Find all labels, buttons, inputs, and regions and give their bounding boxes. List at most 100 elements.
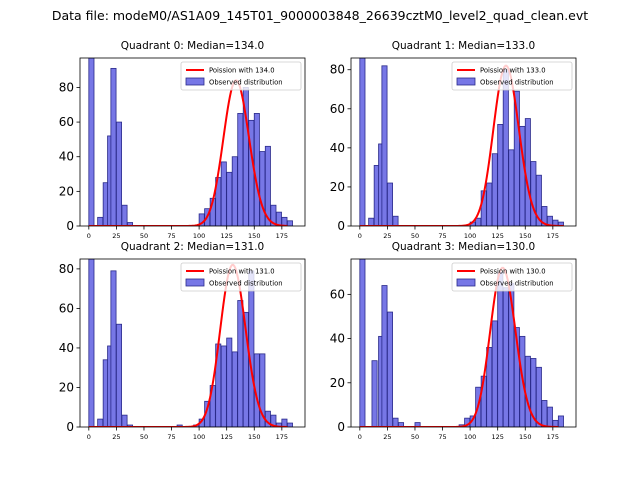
panel-quadrant-0: Quadrant 0: Median=134.0 0 25 50 75 100 125 150… (59, 40, 306, 240)
y-tick-label: 80 (59, 262, 74, 276)
panel-title: Quadrant 0: Median=134.0 (121, 40, 264, 52)
x-tick-label: 25 (112, 232, 120, 240)
histogram-bar (398, 422, 405, 427)
x-tick-label: 100 (193, 232, 205, 240)
histogram-bar (286, 422, 293, 427)
y-tick-label: 20 (330, 376, 345, 390)
histogram-bar (497, 271, 504, 427)
x-tick-label: 50 (411, 433, 419, 441)
legend-poisson-label: Poission with 131.0 (209, 268, 275, 276)
histogram-bar (502, 287, 509, 427)
legend-observed-label: Observed distribution (480, 79, 554, 87)
histogram-bar (97, 216, 104, 226)
y-tick-label: 0 (337, 420, 345, 434)
histogram-bar (121, 204, 128, 226)
histogram-bar (259, 151, 266, 226)
y-tick-label: 40 (330, 141, 345, 155)
x-tick-label: 100 (193, 433, 205, 441)
x-tick-label: 50 (140, 232, 148, 240)
histogram-bar (386, 311, 393, 427)
x-tick-label: 125 (491, 232, 503, 240)
histogram-bar (359, 58, 366, 226)
x-tick-label: 0 (87, 232, 91, 240)
x-tick-label: 50 (411, 232, 419, 240)
legend-poisson-label: Poission with 133.0 (480, 67, 546, 75)
histogram-bar (121, 414, 128, 427)
histogram-bar (530, 161, 537, 226)
y-tick-label: 20 (59, 184, 74, 198)
x-tick-label: 75 (438, 232, 446, 240)
histogram-bar (541, 400, 548, 427)
x-tick-label: 175 (276, 232, 288, 240)
axes-frame (79, 57, 306, 227)
panel-title: Quadrant 2: Median=131.0 (121, 241, 264, 253)
histogram-bar (557, 415, 564, 427)
histogram-bar (381, 285, 388, 427)
histogram-bar (497, 124, 504, 226)
x-tick-label: 25 (383, 433, 391, 441)
histogram-bar (392, 417, 399, 427)
histogram-bar (281, 418, 288, 427)
histogram-bar (231, 156, 238, 226)
x-tick-label: 125 (491, 433, 503, 441)
legend-observed-label: Observed distribution (480, 280, 554, 288)
histogram-bar (491, 320, 498, 427)
y-tick-label: 80 (59, 80, 74, 94)
histogram-bar (115, 323, 122, 427)
legend-box (451, 61, 573, 91)
x-tick-label: 75 (167, 232, 175, 240)
histogram-bar (475, 217, 482, 226)
histogram-bar (286, 220, 293, 226)
y-tick-label: 40 (330, 332, 345, 346)
y-tick-label: 0 (337, 219, 345, 233)
x-tick-label: 100 (464, 232, 476, 240)
x-tick-label: 25 (112, 433, 120, 441)
x-tick-label: 25 (383, 232, 391, 240)
histogram-bar (231, 351, 238, 427)
y-tick-label: 0 (66, 219, 74, 233)
x-tick-label: 75 (438, 433, 446, 441)
histogram-bar (486, 182, 493, 226)
legend-observed-swatch (456, 278, 476, 287)
x-tick-label: 100 (464, 433, 476, 441)
panel-quadrant-2: Quadrant 2: Median=131.0 0 25 50 75 100 125 150… (59, 241, 306, 441)
histogram-bar (264, 145, 271, 226)
histogram-bar (226, 337, 233, 427)
histogram-bar (110, 67, 117, 226)
panel-quadrant-1: Quadrant 1: Median=133.0 0 25 50 75 100 125 150… (330, 40, 577, 240)
x-tick-label: 125 (220, 433, 232, 441)
legend-poisson-label: Poission with 134.0 (209, 67, 275, 75)
legend-box (180, 262, 302, 292)
histogram-bar (110, 270, 117, 427)
histogram-bar (248, 270, 255, 427)
histogram-bar (414, 422, 421, 427)
figure-suptitle: Data file: modeM0/AS1A09_145T01_90000038… (52, 8, 588, 23)
legend-box (451, 262, 573, 292)
histogram-bar (226, 171, 233, 226)
x-tick-label: 150 (248, 232, 260, 240)
histogram-bar (97, 418, 104, 427)
y-tick-label: 0 (66, 420, 74, 434)
panel-title: Quadrant 1: Median=133.0 (392, 40, 535, 52)
y-tick-label: 40 (59, 150, 74, 164)
histogram-bar (253, 113, 260, 226)
legend: Poission with 131.0 Observed distribution (180, 262, 302, 292)
y-tick-label: 20 (59, 380, 74, 394)
histogram-bar (386, 182, 393, 226)
legend-observed-swatch (185, 278, 205, 287)
y-tick-label: 60 (330, 102, 345, 116)
legend-observed-label: Observed distribution (209, 280, 283, 288)
x-tick-label: 0 (358, 433, 362, 441)
legend: Poission with 130.0 Observed distribution (451, 262, 573, 292)
histogram-bar (368, 217, 375, 226)
histogram-bar (220, 161, 227, 226)
histogram-bar (88, 259, 95, 427)
y-tick-label: 40 (59, 341, 74, 355)
legend: Poission with 134.0 Observed distribution (180, 61, 302, 91)
histogram-bar (237, 113, 244, 226)
y-tick-label: 60 (59, 115, 74, 129)
histogram-bar (220, 345, 227, 427)
legend-box (180, 61, 302, 91)
histogram-bar (115, 121, 122, 226)
